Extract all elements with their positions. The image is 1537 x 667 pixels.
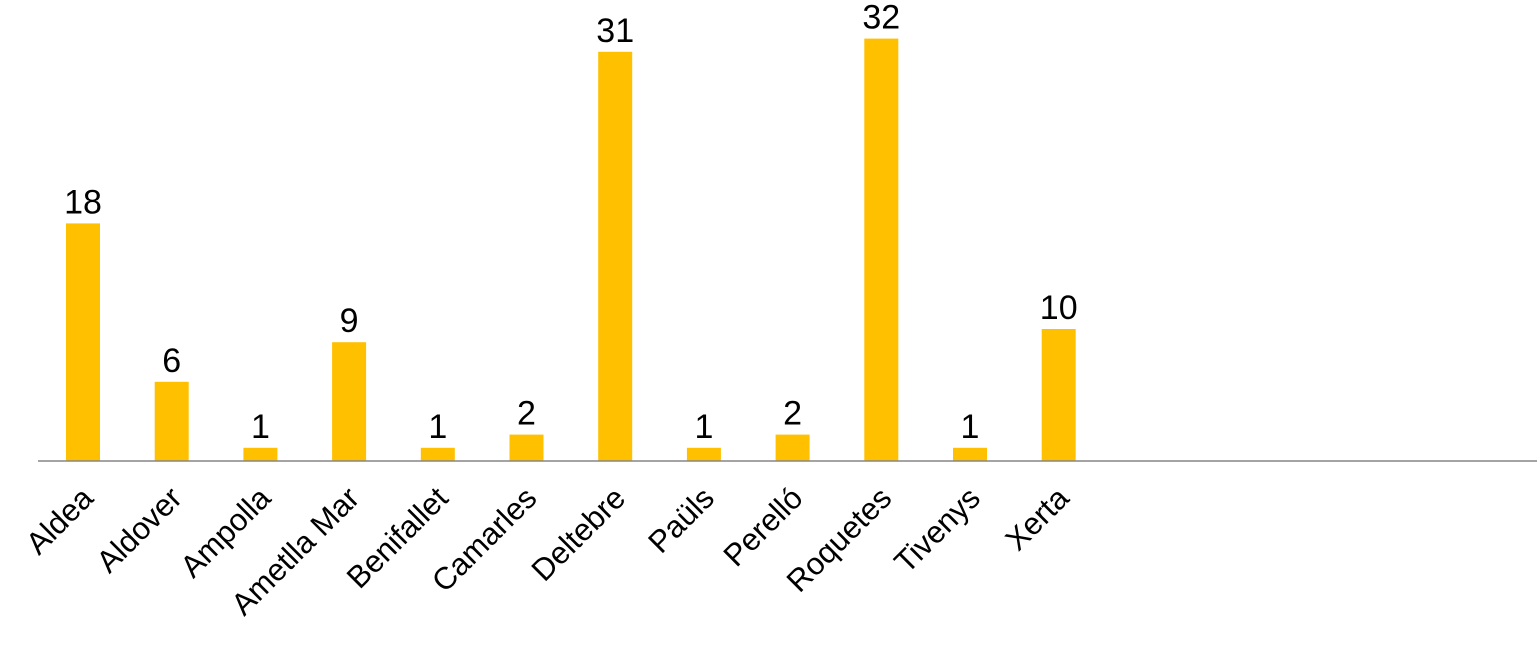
value-label-9: 32 bbox=[862, 0, 900, 37]
bar-7 bbox=[686, 447, 721, 461]
x-tick-label-6: Deltebre bbox=[525, 480, 633, 588]
value-label-10: 1 bbox=[961, 408, 980, 446]
value-label-11: 10 bbox=[1040, 289, 1078, 327]
bar-8 bbox=[775, 434, 810, 461]
value-label-2: 1 bbox=[251, 408, 270, 446]
x-tick-label-11: Xerta bbox=[998, 480, 1076, 558]
value-labels-layer: 18 6 1 9 1 2 31 1 2 32 1 10 bbox=[64, 0, 1078, 446]
x-tick-label-7: Paüls bbox=[641, 480, 721, 560]
value-label-6: 31 bbox=[596, 12, 634, 50]
bar-0 bbox=[66, 223, 100, 461]
value-label-3: 9 bbox=[340, 302, 359, 340]
x-tick-label-1: Aldover bbox=[90, 480, 189, 579]
bar-2 bbox=[243, 447, 278, 461]
bar-3 bbox=[332, 342, 367, 461]
value-label-1: 6 bbox=[162, 342, 181, 380]
bar-10 bbox=[953, 447, 987, 461]
bars-layer bbox=[66, 38, 1076, 462]
value-label-0: 18 bbox=[64, 183, 102, 221]
bar-1 bbox=[154, 381, 189, 461]
bar-6 bbox=[598, 51, 633, 462]
x-tick-label-0: Aldea bbox=[19, 480, 100, 561]
value-label-7: 1 bbox=[694, 408, 713, 446]
bar-4 bbox=[420, 447, 455, 461]
x-tick-label-10: Tivenys bbox=[887, 480, 986, 579]
value-label-8: 2 bbox=[783, 395, 802, 433]
value-label-5: 2 bbox=[517, 395, 536, 433]
value-label-4: 1 bbox=[428, 408, 447, 446]
bar-9 bbox=[864, 38, 899, 461]
bar-5 bbox=[509, 434, 544, 461]
bar-11 bbox=[1041, 329, 1076, 461]
